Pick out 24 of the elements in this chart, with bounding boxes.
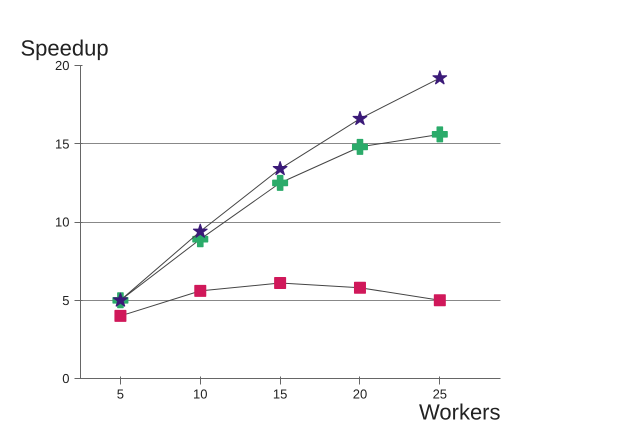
point	[352, 110, 368, 126]
x-tick-label: 15	[272, 386, 288, 402]
point	[192, 223, 208, 238]
point	[432, 126, 448, 142]
point	[354, 282, 366, 294]
y-axis-title: Speedup	[20, 36, 109, 60]
point	[274, 277, 286, 290]
x-tick-label: 20	[352, 386, 368, 402]
point	[434, 294, 446, 306]
x-axis-title: Workers	[419, 400, 501, 424]
x-tick-label: 5	[116, 386, 124, 402]
y-tick-label: 20	[55, 58, 70, 73]
y-tick-label: 0	[62, 371, 70, 386]
point	[272, 160, 288, 176]
point	[352, 138, 368, 155]
y-tick-label: 10	[55, 214, 70, 230]
point	[272, 174, 288, 191]
x-tick-label: 25	[432, 386, 448, 402]
point	[194, 284, 206, 297]
y-tick-label: 5	[62, 292, 70, 308]
point	[114, 310, 126, 322]
y-tick-label: 15	[55, 136, 70, 152]
point	[432, 70, 448, 85]
x-tick-label: 10	[193, 386, 208, 402]
